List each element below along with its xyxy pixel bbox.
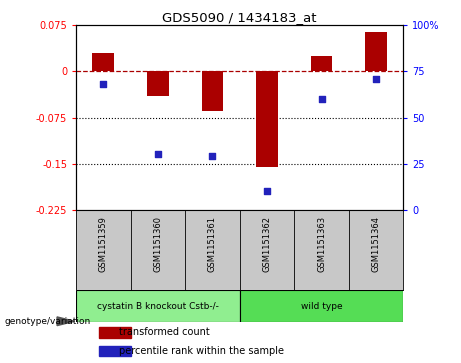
Text: GSM1151360: GSM1151360 [154, 216, 162, 272]
Bar [240, 290, 403, 322]
Point [209, 153, 216, 159]
Bar [76, 290, 240, 322]
Text: percentile rank within the sample: percentile rank within the sample [118, 346, 284, 356]
Bar [201, 72, 224, 111]
Bar [99, 346, 131, 356]
Text: transformed count: transformed count [118, 327, 209, 338]
Point [263, 188, 271, 194]
Point [318, 96, 325, 102]
Bar [92, 53, 114, 72]
Text: cystatin B knockout Cstb-/-: cystatin B knockout Cstb-/- [97, 302, 219, 311]
Text: GSM1151359: GSM1151359 [99, 216, 108, 272]
Point [372, 76, 380, 82]
Point [100, 81, 107, 87]
Bar [256, 72, 278, 167]
Bar [311, 56, 332, 72]
Text: GSM1151363: GSM1151363 [317, 216, 326, 272]
Title: GDS5090 / 1434183_at: GDS5090 / 1434183_at [162, 11, 317, 24]
Text: wild type: wild type [301, 302, 343, 311]
Text: GSM1151362: GSM1151362 [262, 216, 272, 272]
Text: genotype/variation: genotype/variation [5, 317, 91, 326]
Bar [365, 32, 387, 72]
Polygon shape [57, 317, 75, 326]
Text: GSM1151361: GSM1151361 [208, 216, 217, 272]
Bar [147, 72, 169, 96]
Bar [99, 327, 131, 338]
Point [154, 151, 162, 157]
Text: GSM1151364: GSM1151364 [372, 216, 381, 272]
